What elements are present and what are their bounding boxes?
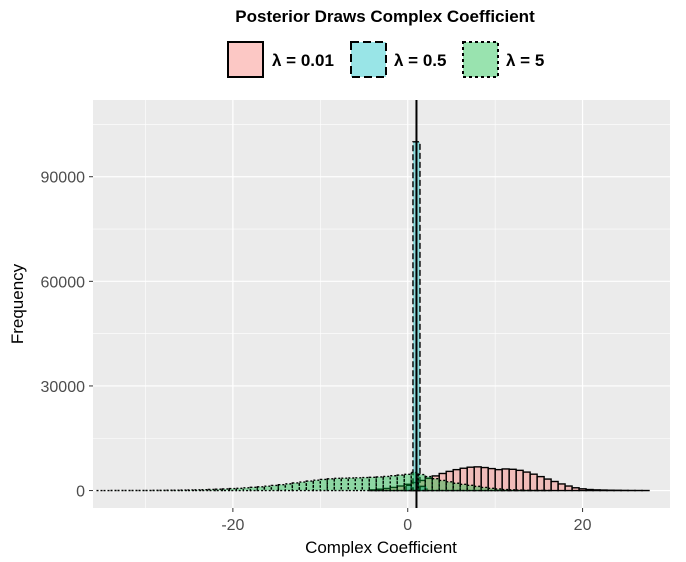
histogram-bar (270, 484, 280, 492)
histogram-bar (550, 480, 559, 492)
histogram-bar (571, 487, 580, 492)
histogram-bar (200, 488, 210, 492)
histogram-bar (298, 481, 308, 492)
y-tick-label: 0 (76, 484, 85, 501)
x-axis-ticks: -20 0 20 (221, 508, 592, 534)
legend: λ = 0.01 λ = 0.5 λ = 5 (227, 41, 544, 78)
histogram-bar (466, 484, 475, 492)
histogram-bar (445, 481, 454, 492)
plot-panel (93, 100, 670, 508)
histogram-bar (438, 479, 447, 492)
histogram-bar (354, 477, 363, 492)
legend-key (350, 41, 387, 78)
histogram-bar (431, 478, 440, 492)
legend-key (462, 41, 499, 78)
histogram-bar (452, 482, 461, 492)
histogram-bar (424, 475, 433, 492)
histogram-bar (578, 488, 587, 492)
histogram-bar (557, 483, 566, 492)
series-3 (95, 471, 552, 492)
histogram-bar (480, 486, 489, 492)
histogram-bar (333, 477, 342, 492)
histogram-bar (375, 476, 384, 492)
legend-label: λ = 0.5 (394, 51, 446, 70)
histogram-bar (543, 478, 552, 492)
histogram-bar (494, 468, 503, 492)
histogram-bar (494, 488, 503, 492)
histogram-bar (242, 487, 252, 492)
histogram-bar (235, 487, 245, 492)
histogram-bar (389, 475, 398, 492)
histogram-bar (382, 475, 391, 492)
x-tick-label: -20 (221, 517, 244, 534)
histogram-bar (277, 484, 287, 492)
histogram-bar (508, 468, 517, 492)
histogram-bar (221, 488, 231, 492)
histogram-bar (564, 485, 573, 492)
histogram-bar (487, 487, 496, 492)
histogram-bar (368, 476, 377, 492)
histogram-bar (459, 483, 468, 492)
histogram-bar (487, 467, 496, 492)
histogram-bar (228, 487, 238, 492)
histogram-bar (529, 473, 538, 492)
histogram-bar (396, 474, 405, 492)
legend-label: λ = 0.01 (272, 51, 334, 70)
y-axis-title: Frequency (8, 263, 27, 344)
histogram-bar (326, 478, 335, 492)
histogram-bar (207, 488, 217, 492)
x-axis-title: Complex Coefficient (305, 538, 457, 557)
histogram-bar (508, 489, 517, 492)
histogram-bar (340, 477, 349, 492)
histogram-bar (585, 488, 594, 492)
chart-title: Posterior Draws Complex Coefficient (235, 7, 535, 26)
histogram-bar (410, 471, 419, 492)
histogram-bar (319, 478, 328, 492)
histogram-bar (403, 473, 412, 492)
histogram-bar (361, 476, 370, 492)
histogram-bar (186, 489, 196, 492)
histogram-bar (312, 479, 322, 492)
x-tick-label: 0 (403, 517, 412, 534)
histogram-bar (291, 482, 301, 492)
histogram-bar (473, 485, 482, 492)
histogram-bar (249, 486, 259, 492)
histogram-bar (305, 480, 315, 492)
histogram-bar (501, 488, 510, 492)
histogram-bar (599, 489, 608, 492)
histogram-bar (284, 483, 294, 492)
histogram-bar (515, 469, 524, 492)
y-axis-ticks: 0 30000 60000 90000 (41, 170, 93, 501)
legend-label: λ = 5 (506, 51, 544, 70)
histogram-bar (592, 489, 601, 492)
histogram-bar (214, 488, 224, 492)
histogram-bar (522, 471, 531, 492)
legend-key (227, 41, 264, 78)
y-tick-label: 30000 (41, 379, 86, 396)
histogram-bar (347, 477, 356, 492)
histogram-bar (256, 486, 266, 492)
y-tick-label: 90000 (41, 170, 86, 187)
histogram-bar (263, 485, 273, 492)
histogram-bar (501, 468, 510, 492)
histogram-bar (193, 489, 203, 492)
histogram-bar (417, 473, 426, 492)
y-tick-label: 60000 (41, 274, 86, 291)
histogram-bar (536, 475, 545, 492)
x-tick-label: 20 (574, 517, 592, 534)
